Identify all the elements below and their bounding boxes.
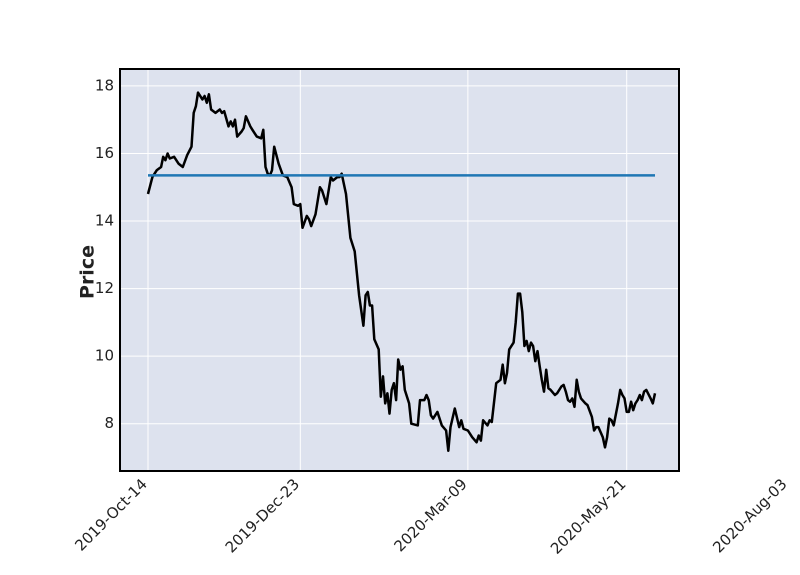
y-tick-label: 16 bbox=[95, 144, 114, 162]
x-tick-label: 2020-Aug-03 bbox=[709, 475, 790, 556]
y-tick-label: 8 bbox=[104, 414, 114, 432]
y-tick-label: 18 bbox=[95, 76, 114, 94]
y-tick-label: 14 bbox=[95, 212, 114, 230]
y-tick-labels: 8 10 12 14 16 18 bbox=[95, 76, 114, 432]
x-tick-label: 2019-Dec-23 bbox=[222, 475, 303, 556]
plot-background bbox=[120, 69, 679, 471]
x-tick-label: 2020-May-21 bbox=[547, 475, 630, 558]
grid-lines bbox=[120, 69, 789, 471]
x-tick-label: 2019-Oct-14 bbox=[71, 475, 151, 555]
y-axis-label: Price bbox=[77, 245, 99, 299]
price-series-line bbox=[146, 91, 657, 452]
plot-frame bbox=[119, 68, 680, 472]
x-tick-labels: 2019-Oct-14 2019-Dec-23 2020-Mar-09 2020-Ma… bbox=[71, 475, 790, 558]
series-layer bbox=[146, 91, 657, 452]
y-tick-label: 10 bbox=[95, 347, 114, 365]
y-tick-label: 12 bbox=[95, 279, 114, 297]
x-tick-label: 2020-Mar-09 bbox=[390, 475, 470, 555]
